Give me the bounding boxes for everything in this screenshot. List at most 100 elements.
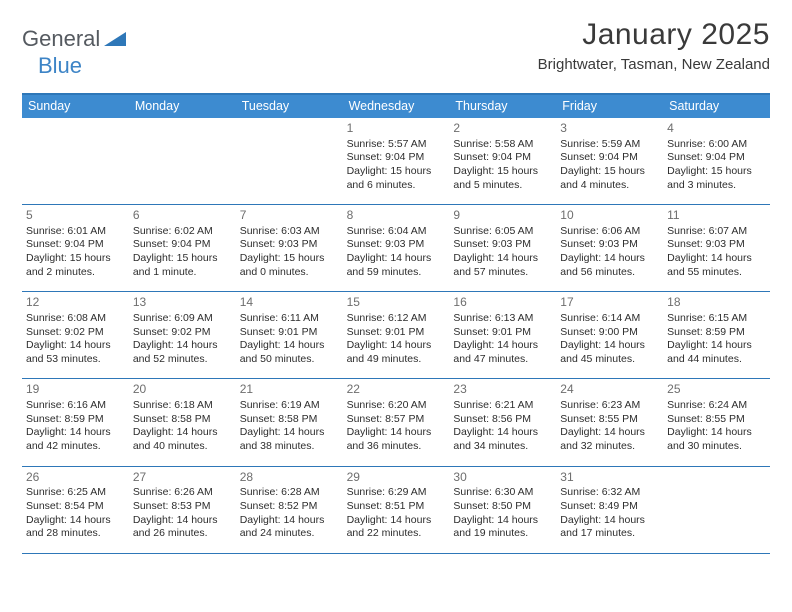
day-number: 6 [133,208,232,224]
sunrise-line: Sunrise: 6:21 AM [453,399,552,413]
day-number: 14 [240,295,339,311]
day-number: 31 [560,470,659,486]
sunrise-line: Sunrise: 6:30 AM [453,486,552,500]
sunrise-line: Sunrise: 5:57 AM [347,138,446,152]
day-header: Tuesday [236,95,343,118]
day-number: 12 [26,295,125,311]
day-number: 30 [453,470,552,486]
day-cell: 18Sunrise: 6:15 AMSunset: 8:59 PMDayligh… [663,292,770,378]
calendar-page: General January 2025 Brightwater, Tasman… [0,0,792,564]
sunset-line: Sunset: 9:00 PM [560,326,659,340]
sunrise-line: Sunrise: 6:12 AM [347,312,446,326]
day-number: 25 [667,382,766,398]
daylight-line: Daylight: 14 hours and 19 minutes. [453,514,552,541]
sunset-line: Sunset: 8:55 PM [560,413,659,427]
daylight-line: Daylight: 14 hours and 59 minutes. [347,252,446,279]
sunrise-line: Sunrise: 6:02 AM [133,225,232,239]
day-cell [22,118,129,204]
day-header: Sunday [22,95,129,118]
day-cell: 17Sunrise: 6:14 AMSunset: 9:00 PMDayligh… [556,292,663,378]
day-cell: 22Sunrise: 6:20 AMSunset: 8:57 PMDayligh… [343,379,450,465]
daylight-line: Daylight: 14 hours and 40 minutes. [133,426,232,453]
day-number: 28 [240,470,339,486]
week-header-row: SundayMondayTuesdayWednesdayThursdayFrid… [22,95,770,118]
logo-text-general: General [22,26,100,52]
day-number: 22 [347,382,446,398]
day-number: 11 [667,208,766,224]
sunset-line: Sunset: 8:52 PM [240,500,339,514]
day-cell: 6Sunrise: 6:02 AMSunset: 9:04 PMDaylight… [129,205,236,291]
day-number: 10 [560,208,659,224]
day-number: 5 [26,208,125,224]
day-number: 7 [240,208,339,224]
sunset-line: Sunset: 8:59 PM [26,413,125,427]
day-number: 15 [347,295,446,311]
sunrise-line: Sunrise: 6:32 AM [560,486,659,500]
sunrise-line: Sunrise: 6:15 AM [667,312,766,326]
logo-text-blue: Blue [38,53,82,78]
sunrise-line: Sunrise: 6:14 AM [560,312,659,326]
sunset-line: Sunset: 8:56 PM [453,413,552,427]
daylight-line: Daylight: 15 hours and 6 minutes. [347,165,446,192]
sunset-line: Sunset: 9:03 PM [240,238,339,252]
day-cell: 7Sunrise: 6:03 AMSunset: 9:03 PMDaylight… [236,205,343,291]
week-row: 12Sunrise: 6:08 AMSunset: 9:02 PMDayligh… [22,292,770,379]
day-cell: 14Sunrise: 6:11 AMSunset: 9:01 PMDayligh… [236,292,343,378]
daylight-line: Daylight: 15 hours and 2 minutes. [26,252,125,279]
day-header: Wednesday [343,95,450,118]
day-header: Monday [129,95,236,118]
day-number: 8 [347,208,446,224]
sunset-line: Sunset: 9:03 PM [667,238,766,252]
sunrise-line: Sunrise: 6:05 AM [453,225,552,239]
week-row: 5Sunrise: 6:01 AMSunset: 9:04 PMDaylight… [22,205,770,292]
day-header: Thursday [449,95,556,118]
sunset-line: Sunset: 8:58 PM [240,413,339,427]
sunset-line: Sunset: 8:57 PM [347,413,446,427]
daylight-line: Daylight: 14 hours and 53 minutes. [26,339,125,366]
sunset-line: Sunset: 9:04 PM [26,238,125,252]
daylight-line: Daylight: 14 hours and 22 minutes. [347,514,446,541]
day-cell: 31Sunrise: 6:32 AMSunset: 8:49 PMDayligh… [556,467,663,553]
sunrise-line: Sunrise: 6:08 AM [26,312,125,326]
sunset-line: Sunset: 8:55 PM [667,413,766,427]
week-row: 19Sunrise: 6:16 AMSunset: 8:59 PMDayligh… [22,379,770,466]
day-number: 2 [453,121,552,137]
sunset-line: Sunset: 9:02 PM [26,326,125,340]
sunset-line: Sunset: 9:04 PM [347,151,446,165]
day-cell: 20Sunrise: 6:18 AMSunset: 8:58 PMDayligh… [129,379,236,465]
sunset-line: Sunset: 9:02 PM [133,326,232,340]
sunset-line: Sunset: 9:03 PM [560,238,659,252]
day-number: 29 [347,470,446,486]
week-row: 1Sunrise: 5:57 AMSunset: 9:04 PMDaylight… [22,118,770,205]
sunrise-line: Sunrise: 6:18 AM [133,399,232,413]
daylight-line: Daylight: 14 hours and 47 minutes. [453,339,552,366]
day-cell: 13Sunrise: 6:09 AMSunset: 9:02 PMDayligh… [129,292,236,378]
day-number: 20 [133,382,232,398]
week-row: 26Sunrise: 6:25 AMSunset: 8:54 PMDayligh… [22,467,770,554]
day-cell: 28Sunrise: 6:28 AMSunset: 8:52 PMDayligh… [236,467,343,553]
day-cell: 10Sunrise: 6:06 AMSunset: 9:03 PMDayligh… [556,205,663,291]
sunrise-line: Sunrise: 5:58 AM [453,138,552,152]
sunset-line: Sunset: 9:01 PM [240,326,339,340]
day-cell: 9Sunrise: 6:05 AMSunset: 9:03 PMDaylight… [449,205,556,291]
logo: General [22,26,126,52]
daylight-line: Daylight: 14 hours and 17 minutes. [560,514,659,541]
daylight-line: Daylight: 14 hours and 57 minutes. [453,252,552,279]
sunset-line: Sunset: 9:01 PM [347,326,446,340]
day-cell [236,118,343,204]
daylight-line: Daylight: 14 hours and 50 minutes. [240,339,339,366]
sunrise-line: Sunrise: 5:59 AM [560,138,659,152]
day-header: Friday [556,95,663,118]
sunset-line: Sunset: 8:59 PM [667,326,766,340]
day-cell: 1Sunrise: 5:57 AMSunset: 9:04 PMDaylight… [343,118,450,204]
day-cell: 12Sunrise: 6:08 AMSunset: 9:02 PMDayligh… [22,292,129,378]
calendar-grid: SundayMondayTuesdayWednesdayThursdayFrid… [22,93,770,554]
sunrise-line: Sunrise: 6:20 AM [347,399,446,413]
sunrise-line: Sunrise: 6:09 AM [133,312,232,326]
sunrise-line: Sunrise: 6:25 AM [26,486,125,500]
sunset-line: Sunset: 9:04 PM [560,151,659,165]
sunrise-line: Sunrise: 6:07 AM [667,225,766,239]
daylight-line: Daylight: 14 hours and 24 minutes. [240,514,339,541]
day-cell [663,467,770,553]
day-number: 24 [560,382,659,398]
